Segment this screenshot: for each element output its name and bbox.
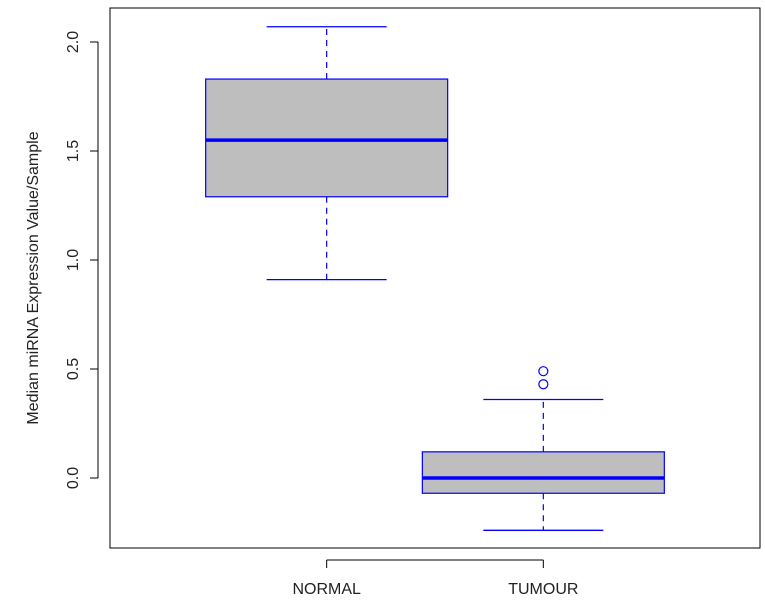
y-axis: 0.0 0.5 1.0 1.5 2.0 — [65, 31, 99, 489]
iqr-box — [421, 451, 665, 494]
y-tick-label: 0.5 — [65, 358, 82, 380]
y-tick-label: 0.0 — [65, 467, 82, 489]
iqr-box — [205, 78, 449, 198]
y-axis-title: Median miRNA Expression Value/Sample — [25, 131, 42, 424]
outlier-point — [538, 379, 549, 390]
x-axis: NORMAL TUMOUR — [292, 559, 578, 598]
box-series — [205, 26, 665, 531]
y-tick-label: 2.0 — [65, 31, 82, 53]
plot-frame — [109, 7, 761, 549]
box-tumour — [421, 366, 665, 531]
box-normal — [205, 26, 449, 281]
x-tick-label: TUMOUR — [508, 581, 578, 598]
y-tick-label: 1.5 — [65, 140, 82, 162]
outlier-point — [538, 366, 549, 377]
x-tick-label: NORMAL — [292, 581, 361, 598]
y-tick-label: 1.0 — [65, 249, 82, 271]
